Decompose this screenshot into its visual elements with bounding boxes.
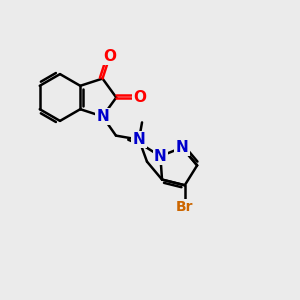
- Text: N: N: [154, 149, 167, 164]
- Text: N: N: [176, 140, 188, 155]
- Text: O: O: [103, 49, 116, 64]
- Text: O: O: [133, 90, 146, 105]
- Text: N: N: [96, 109, 109, 124]
- Text: Br: Br: [176, 200, 194, 214]
- Text: N: N: [133, 132, 146, 147]
